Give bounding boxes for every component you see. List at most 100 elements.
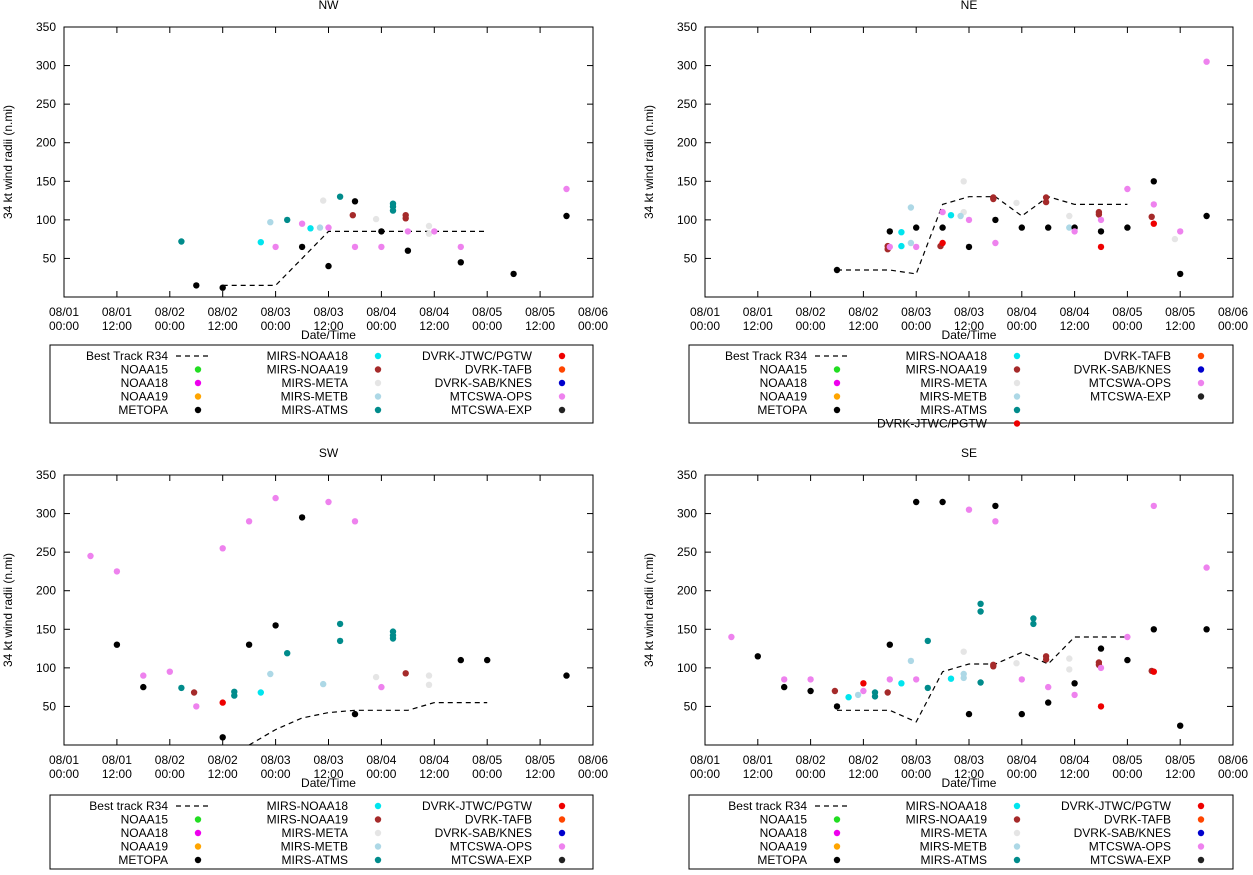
point-mirs-metb <box>907 204 915 211</box>
point-metopa <box>1150 178 1158 185</box>
plot-frame <box>704 26 1234 298</box>
x-tick-date: 08/04 <box>1060 305 1090 319</box>
point-metopa <box>1203 626 1210 633</box>
point-metopa <box>1045 699 1052 706</box>
legend-marker <box>194 366 202 373</box>
legend-marker <box>1013 366 1021 373</box>
legend-marker <box>558 816 566 823</box>
point-mirs-metb <box>907 657 915 665</box>
x-tick-time: 00:00 <box>1007 319 1037 333</box>
point-mtcswa-ops <box>1071 228 1078 235</box>
point-metopa <box>457 259 464 266</box>
point-mirs-metb <box>907 239 915 247</box>
legend-marker <box>1013 393 1021 400</box>
x-tick-date: 08/01 <box>743 305 773 319</box>
legend-marker <box>374 406 382 414</box>
x-tick-time: 12:00 <box>954 319 984 333</box>
point-mtcswa-ops <box>1124 185 1131 193</box>
legend-marker <box>374 366 382 373</box>
point-mirs-meta <box>372 215 380 223</box>
point-mirs-metb <box>1066 224 1073 231</box>
legend-label: DVRK-TAFB <box>1104 813 1171 827</box>
x-tick-time: 12:00 <box>954 767 984 781</box>
point-mirs-noaa19 <box>884 689 891 696</box>
x-axis-label: Date/Time <box>301 328 356 342</box>
point-mirs-noaa18 <box>845 694 852 701</box>
legend-label: DVRK-SAB/KNES <box>435 826 532 840</box>
legend-marker <box>1197 843 1205 850</box>
x-tick-date: 08/01 <box>743 753 773 767</box>
legend-marker <box>1197 352 1205 360</box>
y-tick-label: 50 <box>43 251 57 265</box>
legend-marker <box>558 856 566 864</box>
y-axis-label: 34 kt wind radii (n.mi) <box>642 553 656 667</box>
legend-marker <box>374 352 382 360</box>
legend-marker <box>833 406 841 414</box>
point-metopa <box>1177 722 1184 729</box>
x-tick-time: 12:00 <box>525 319 555 333</box>
y-tick-label: 50 <box>684 251 698 265</box>
legend-label: NOAA15 <box>121 363 169 377</box>
best-track-line <box>837 636 1128 723</box>
legend-marker <box>558 352 566 360</box>
x-tick-time: 12:00 <box>1060 319 1090 333</box>
point-mirs-meta <box>425 222 433 230</box>
legend-label: METOPA <box>757 403 807 417</box>
x-tick-date: 08/06 <box>1218 753 1248 767</box>
point-mirs-meta <box>960 648 967 655</box>
point-metopa <box>563 212 570 220</box>
y-tick-label: 300 <box>677 507 697 521</box>
point-mirs-noaa18 <box>947 675 955 682</box>
point-mirs-atms <box>336 193 344 200</box>
y-tick-label: 150 <box>36 174 56 188</box>
legend-marker <box>558 802 566 810</box>
point-metopa <box>1177 270 1184 278</box>
point-metopa <box>1071 680 1078 687</box>
legend-marker <box>833 843 841 850</box>
x-tick-time: 00:00 <box>366 319 396 333</box>
chart-title: NW <box>319 0 340 12</box>
point-dvrk-jtwc-pgtw <box>860 680 867 687</box>
legend-marker <box>374 856 382 864</box>
point-mtcswa-ops <box>1150 502 1158 510</box>
point-mirs-noaa19 <box>1042 198 1050 206</box>
legend-marker <box>374 816 382 823</box>
legend-marker <box>833 366 841 373</box>
x-tick-time: 12:00 <box>208 767 238 781</box>
point-metopa <box>886 228 893 235</box>
x-tick-date: 08/02 <box>208 753 238 767</box>
point-metopa <box>245 641 253 648</box>
point-mtcswa-ops <box>351 243 359 251</box>
x-tick-time: 12:00 <box>313 319 343 333</box>
point-mirs-atms <box>977 679 984 686</box>
legend-label: MIRS-META <box>282 826 348 840</box>
y-tick-label: 200 <box>36 584 56 598</box>
x-tick-date: 08/01 <box>690 753 720 767</box>
legend-label: MTCSWA-OPS <box>450 390 532 404</box>
legend-marker <box>1013 843 1021 850</box>
y-tick-label: 50 <box>43 699 57 713</box>
point-mtcswa-ops <box>563 185 570 193</box>
chart-title: SW <box>319 446 339 460</box>
point-metopa <box>965 710 973 718</box>
legend-marker <box>1013 802 1021 810</box>
point-metopa <box>140 683 147 691</box>
x-tick-time: 00:00 <box>472 319 502 333</box>
x-tick-date: 08/03 <box>261 753 291 767</box>
legend-marker <box>194 393 202 400</box>
x-tick-time: 00:00 <box>261 319 291 333</box>
point-mirs-atms <box>178 684 185 692</box>
y-tick-label: 200 <box>36 136 56 150</box>
point-mirs-atms <box>871 693 879 700</box>
legend-label: MIRS-META <box>921 826 987 840</box>
point-mtcswa-ops <box>1018 676 1025 683</box>
legend-label: MIRS-ATMS <box>921 403 987 417</box>
point-metopa <box>913 224 920 231</box>
legend-label: MIRS-NOAA18 <box>267 349 349 363</box>
legend-marker <box>194 379 202 387</box>
x-tick-date: 08/01 <box>102 753 132 767</box>
legend-box <box>688 344 1234 424</box>
legend-label: DVRK-TAFB <box>465 813 532 827</box>
y-tick-label: 350 <box>677 20 697 34</box>
x-tick-date: 08/02 <box>155 305 185 319</box>
